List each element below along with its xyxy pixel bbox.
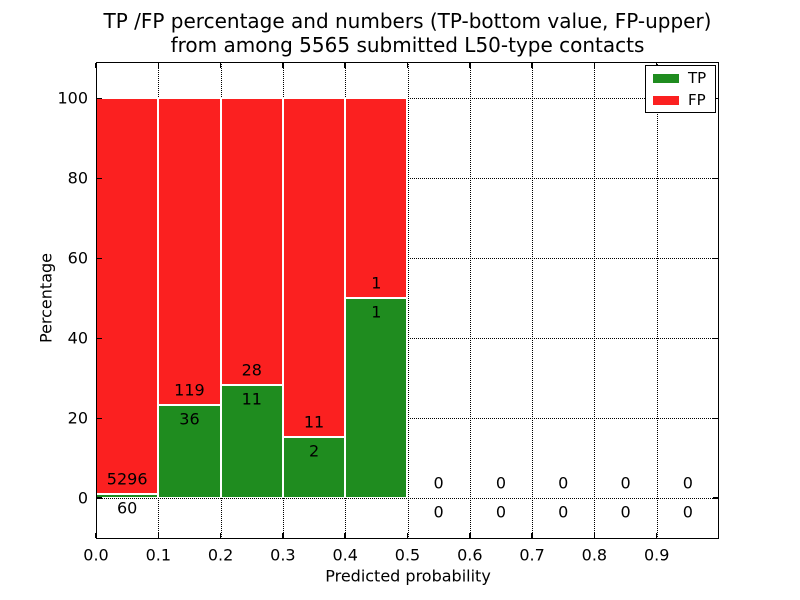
x-tick: [406, 533, 409, 538]
bar-segment-tp: [282, 436, 346, 499]
x-tick: [655, 533, 658, 538]
fp-count-label: 5296: [106, 469, 148, 489]
tp-color-swatch: [653, 73, 679, 83]
x-tick-top: [406, 63, 409, 68]
y-tick-right: [713, 337, 718, 340]
gridline-y: [96, 178, 719, 180]
y-tick-label: 40: [67, 328, 88, 348]
fp-count-label: 28: [241, 360, 262, 380]
gridline-y: [96, 418, 719, 420]
tp-count-label: 60: [116, 498, 138, 518]
x-tick-label: 0.4: [332, 545, 358, 565]
legend-entry-tp: TP: [653, 70, 710, 87]
x-tick-top: [95, 63, 97, 68]
x-tick-label: 0.5: [394, 545, 421, 565]
gridline-x: [594, 62, 596, 539]
x-tick: [282, 533, 284, 538]
gridline-x: [656, 62, 658, 539]
tp-count-label: 36: [179, 409, 200, 429]
y-tick-label: 0: [77, 488, 88, 508]
y-tick: [97, 417, 102, 419]
x-tick-label: 0.6: [457, 545, 483, 565]
x-tick-label: 0.8: [581, 545, 608, 565]
tp-count-label: 0: [433, 502, 444, 522]
bar-segment-fp: [345, 98, 408, 299]
x-tick: [344, 533, 346, 538]
x-tick-top: [593, 63, 596, 68]
y-tick: [97, 337, 102, 340]
gridline-y: [96, 338, 719, 340]
bar-segment-tp: [220, 385, 283, 499]
legend-entry-fp: FP: [653, 92, 710, 109]
gridline-x: [469, 62, 471, 539]
gridline-y: [96, 258, 719, 260]
bar-segment-fp: [96, 98, 159, 494]
y-tick-right: [713, 417, 718, 419]
fp-count-label: 11: [303, 412, 325, 432]
tp-count-label: 0: [682, 502, 693, 522]
fp-count-label: 0: [495, 473, 507, 493]
tp-count-label: 1: [371, 302, 382, 322]
y-tick-label: 60: [67, 248, 88, 268]
chart-title: TP /FP percentage and numbers (TP-bottom…: [96, 9, 719, 57]
y-tick-label: 100: [57, 88, 88, 108]
y-tick: [97, 257, 102, 260]
bar-segment-fp: [282, 98, 346, 437]
fp-count-label: 119: [174, 380, 205, 400]
x-tick-label: 0.9: [643, 545, 670, 565]
bar-segment-tp: [345, 298, 408, 499]
x-tick-top: [344, 63, 346, 68]
fp-count-label: 0: [620, 473, 631, 493]
y-tick: [97, 497, 102, 499]
y-tick-right: [713, 177, 718, 180]
x-tick-top: [219, 63, 222, 68]
x-tick-top: [531, 63, 533, 68]
y-tick: [97, 97, 102, 100]
x-tick-top: [157, 63, 160, 68]
x-tick-label: 0.3: [270, 545, 296, 565]
gridline-x: [532, 62, 534, 539]
bar-segment-fp: [158, 98, 221, 406]
chart-title-line2: from among 5565 submitted L50-type conta…: [170, 33, 645, 57]
tp-count-label: 2: [308, 441, 320, 461]
x-tick: [95, 533, 97, 538]
x-tick-label: 0.0: [83, 545, 109, 565]
legend: TP FP: [645, 65, 716, 113]
y-tick-label: 20: [67, 408, 88, 428]
fp-count-label: 0: [433, 473, 444, 493]
y-tick-right: [713, 257, 718, 260]
bar-segment-tp: [158, 405, 221, 499]
fp-color-swatch: [653, 95, 679, 105]
bar-segment-fp: [220, 98, 283, 386]
tp-count-label: 0: [495, 502, 507, 522]
tp-count-label: 0: [620, 502, 631, 522]
legend-label-fp: FP: [688, 90, 706, 109]
x-tick: [531, 533, 533, 538]
x-tick-label: 0.7: [519, 545, 545, 565]
x-tick-label: 0.2: [207, 545, 234, 565]
y-tick: [97, 177, 102, 180]
fp-count-label: 1: [371, 273, 382, 293]
x-tick-top: [282, 63, 284, 68]
x-tick-top: [469, 63, 471, 68]
x-tick: [219, 533, 222, 538]
chart-title-line1: TP /FP percentage and numbers (TP-bottom…: [103, 9, 712, 33]
x-tick: [593, 533, 596, 538]
y-tick-label: 80: [67, 168, 88, 188]
gridline-y: [96, 498, 719, 500]
fp-count-label: 0: [558, 473, 569, 493]
x-tick: [157, 533, 160, 538]
tp-count-label: 11: [241, 389, 262, 409]
x-tick: [469, 533, 471, 538]
tp-count-label: 0: [558, 502, 569, 522]
gridline-y: [96, 98, 719, 100]
x-tick-label: 0.1: [145, 545, 172, 565]
y-tick-right: [713, 497, 718, 499]
legend-label-tp: TP: [688, 68, 707, 87]
gridline-x: [407, 62, 409, 539]
x-axis-label: Predicted probability: [325, 566, 491, 586]
fp-count-label: 0: [682, 473, 693, 493]
